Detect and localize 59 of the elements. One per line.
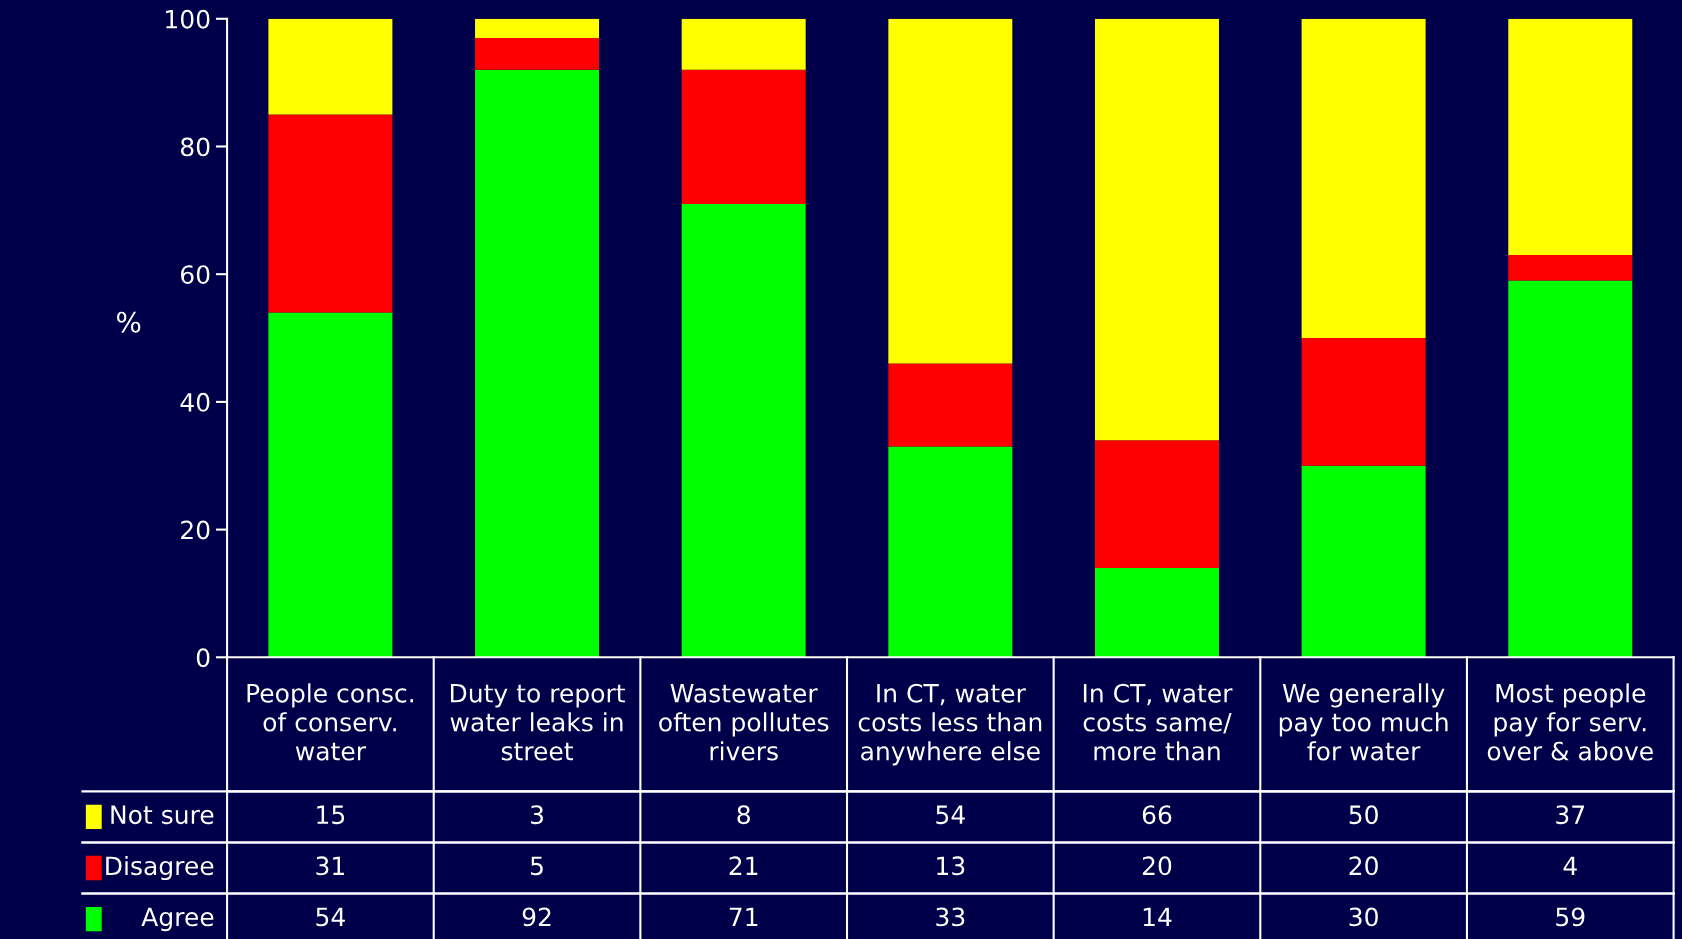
bar [888, 446, 1013, 658]
bar [1508, 255, 1633, 281]
bar [268, 114, 393, 313]
data-label: 20 [1349, 856, 1378, 876]
data-label: 5 [531, 856, 543, 876]
bar [1301, 465, 1426, 658]
y-tick-label: 40 [180, 392, 210, 412]
x-tick-label: We generally pay too much for water [1279, 683, 1448, 761]
bar [268, 18, 393, 115]
data-label: 3 [530, 805, 543, 825]
x-tick-label: People consc. of conserv. water [247, 683, 413, 761]
y-tick-label: 20 [181, 520, 210, 540]
bar [1094, 18, 1219, 441]
data-label: 92 [522, 907, 551, 927]
data-label: 13 [937, 856, 965, 876]
data-label: 8 [737, 805, 750, 825]
data-label: 37 [1556, 805, 1585, 825]
data-label: 50 [1349, 805, 1378, 825]
bar [681, 18, 806, 70]
x-tick-label: Wastewater often pollutes rivers [659, 684, 829, 761]
data-label: 71 [729, 907, 758, 926]
x-tick-label: Duty to report water leaks in street [450, 684, 625, 761]
data-label: 33 [936, 907, 965, 927]
data-label: 54 [316, 907, 345, 927]
y-tick-label: 0 [196, 648, 210, 668]
bar [475, 37, 600, 70]
y-tick-label: 80 [180, 137, 210, 157]
y-tick-label: 100 [166, 9, 210, 29]
y-axis-title: % [116, 311, 141, 333]
bar [1508, 280, 1633, 658]
bar [475, 69, 600, 658]
data-label: 20 [1142, 856, 1172, 876]
bar [1301, 338, 1426, 466]
legend-label: Not sure [111, 805, 214, 825]
bar [888, 363, 1013, 447]
bar [268, 312, 393, 658]
bar [888, 18, 1013, 364]
data-label: 59 [1556, 907, 1585, 927]
bar [681, 203, 806, 658]
data-label: 14 [1143, 907, 1172, 926]
legend-label: Disagree [106, 855, 214, 881]
x-tick-label: Most people pay for serv. over & above [1487, 683, 1653, 761]
data-label: 31 [316, 856, 344, 876]
data-label: 4 [1563, 856, 1577, 875]
bar [1508, 18, 1633, 256]
bar [1301, 18, 1426, 339]
data-label: 66 [1142, 805, 1172, 825]
bar [1094, 567, 1219, 658]
bar [1094, 440, 1219, 568]
bar [475, 18, 600, 38]
data-label: 15 [317, 805, 345, 825]
bar [681, 69, 806, 204]
x-tick-label: In CT, water costs same/ more than [1083, 683, 1233, 761]
x-tick-label: In CT, water costs less than anywhere else [858, 683, 1042, 766]
data-label: 54 [936, 805, 965, 825]
legend-label: Agree [141, 907, 214, 932]
data-label: 21 [729, 856, 758, 875]
data-label: 30 [1349, 907, 1378, 927]
y-tick-label: 60 [181, 265, 210, 285]
